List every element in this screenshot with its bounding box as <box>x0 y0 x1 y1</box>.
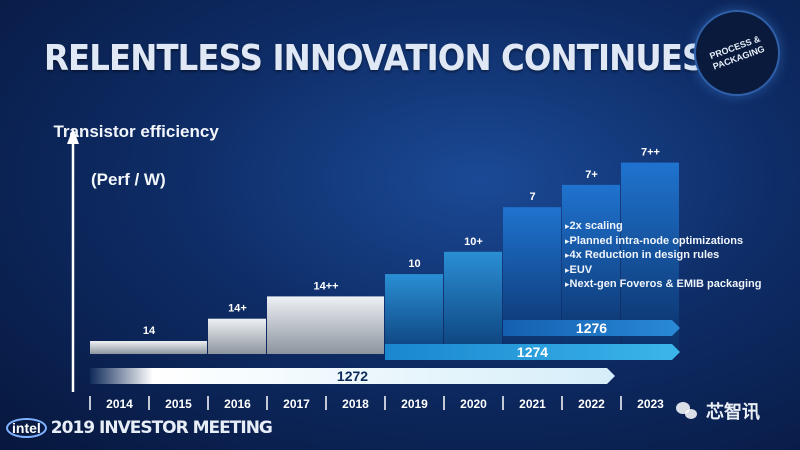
node-label: 14 <box>143 325 156 337</box>
annotation-item: Next-gen Foveros & EMIB packaging <box>565 277 762 292</box>
process-arrow <box>385 344 680 360</box>
node-bar <box>267 296 384 354</box>
process-label: 1276 <box>576 320 607 336</box>
process-packaging-badge: PROCESS & PACKAGING <box>694 10 780 96</box>
node-label: 14+ <box>228 303 247 315</box>
watermark: 芯智讯 <box>676 398 760 424</box>
node-bar <box>90 341 207 354</box>
node-bar <box>208 318 266 354</box>
year-tick-label: 2021 <box>519 397 546 411</box>
process-arrow <box>503 320 680 336</box>
y-axis-arrow-icon <box>67 128 79 144</box>
y-axis-unit: (Perf / W) <box>91 170 166 189</box>
node-label: 7+ <box>585 169 598 181</box>
year-tick-label: 2016 <box>224 397 251 411</box>
node-label: 7 <box>529 191 535 203</box>
node-label: 7++ <box>641 147 660 159</box>
annotation-item: EUV <box>565 263 761 278</box>
node-label: 14++ <box>313 280 338 292</box>
annotation-list: 2x scaling Planned intra-node optimizati… <box>565 219 762 292</box>
year-tick-label: 2018 <box>342 397 369 411</box>
node-label: 10+ <box>464 236 483 248</box>
year-tick-label: 2014 <box>106 397 133 411</box>
footer: intel 2019 INVESTOR MEETING <box>6 418 273 438</box>
intel-logo: intel <box>6 418 47 438</box>
annotation-item: 2x scaling <box>565 219 761 234</box>
process-label: 1274 <box>517 344 548 360</box>
node-bar <box>444 251 502 354</box>
slide-title: RELENTLESS INNOVATION CONTINUES <box>44 38 705 79</box>
process-arrow <box>90 368 615 384</box>
annotation-item: 4x Reduction in design rules <box>565 248 761 263</box>
process-label: 1272 <box>337 368 368 384</box>
watermark-text: 芯智讯 <box>706 402 760 422</box>
node-label: 10 <box>408 258 420 270</box>
node-bar <box>385 274 443 354</box>
year-tick-label: 2017 <box>283 397 310 411</box>
wechat-icon <box>676 402 698 420</box>
year-tick-label: 2023 <box>637 397 664 411</box>
year-tick-label: 2022 <box>578 397 605 411</box>
footer-event-text: 2019 INVESTOR MEETING <box>50 418 273 438</box>
year-tick-label: 2015 <box>165 397 192 411</box>
year-tick-label: 2019 <box>401 397 428 411</box>
annotation-item: Planned intra-node optimizations <box>565 234 761 249</box>
year-tick-label: 2020 <box>460 397 487 411</box>
